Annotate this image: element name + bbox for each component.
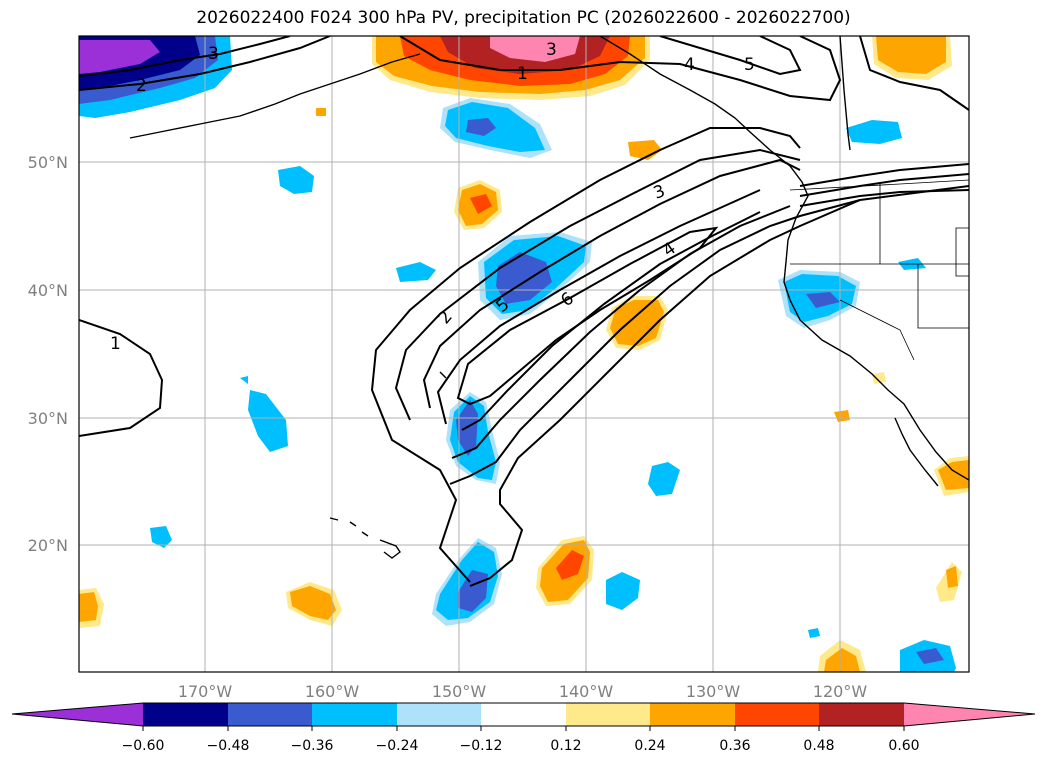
latitude-labels: 50°N 40°N 30°N 20°N xyxy=(28,153,68,555)
colorbar-segment xyxy=(397,703,481,726)
colorbar-segment xyxy=(312,703,397,726)
lon-label: 170°W xyxy=(178,682,233,701)
contour-label: 2 xyxy=(136,76,147,96)
colorbar-tick-label: 0.24 xyxy=(634,738,665,754)
colorbar-tick-label: 0.36 xyxy=(719,738,750,754)
contour-label: 1 xyxy=(110,334,121,354)
colorbar-segment xyxy=(228,703,312,726)
coastlines xyxy=(129,36,969,559)
colorbar-segment xyxy=(650,703,735,726)
lon-label: 120°W xyxy=(813,682,868,701)
precip-negative-shading xyxy=(79,36,956,672)
lon-label: 160°W xyxy=(305,682,360,701)
lon-label: 130°W xyxy=(686,682,741,701)
pv-contour-labels: 1 2 3 4 5 6 1 3 4 5 3 2 xyxy=(110,40,755,354)
colorbar-tick-label: 0.48 xyxy=(803,738,834,754)
longitude-labels: 170°W 160°W 150°W 140°W 130°W 120°W xyxy=(178,682,868,701)
contour-label: 4 xyxy=(684,55,695,75)
colorbar-segment xyxy=(481,703,566,726)
contour-label: 1 xyxy=(517,64,528,84)
colorbar-tick-label: 0.12 xyxy=(550,738,581,754)
contour-label: 3 xyxy=(208,44,219,64)
graticule xyxy=(79,36,969,672)
colorbar-tick-label: 0.60 xyxy=(888,738,919,754)
colorbar-segment xyxy=(735,703,819,726)
colorbar-tick-label: −0.48 xyxy=(207,738,250,754)
lon-label: 140°W xyxy=(559,682,614,701)
colorbar-segment xyxy=(819,703,904,726)
colorbar-tick-label: −0.36 xyxy=(291,738,334,754)
pv-contours xyxy=(79,36,969,587)
colorbar-tick-label: −0.24 xyxy=(376,738,419,754)
colorbar-extend-max xyxy=(904,703,1035,726)
colorbar-segment xyxy=(143,703,228,726)
lat-label: 50°N xyxy=(28,153,68,172)
colorbar-tick-label: −0.12 xyxy=(460,738,503,754)
lat-label: 20°N xyxy=(28,536,68,555)
colorbar-segment xyxy=(566,703,650,726)
lat-label: 30°N xyxy=(28,409,68,428)
lon-label: 150°W xyxy=(432,682,487,701)
colorbar: −0.60 −0.48 −0.36 −0.24 −0.12 0.12 0.24 … xyxy=(11,702,1036,754)
contour-label: 3 xyxy=(546,40,557,60)
colorbar-tick-label: −0.60 xyxy=(122,738,165,754)
colorbar-extend-min xyxy=(12,703,143,726)
precip-positive-shading xyxy=(79,36,969,672)
map-title: 2026022400 F024 300 hPa PV, precipitatio… xyxy=(196,8,851,28)
contour-label: 5 xyxy=(744,55,755,75)
map-frame xyxy=(78,35,970,673)
lat-label: 40°N xyxy=(28,281,68,300)
